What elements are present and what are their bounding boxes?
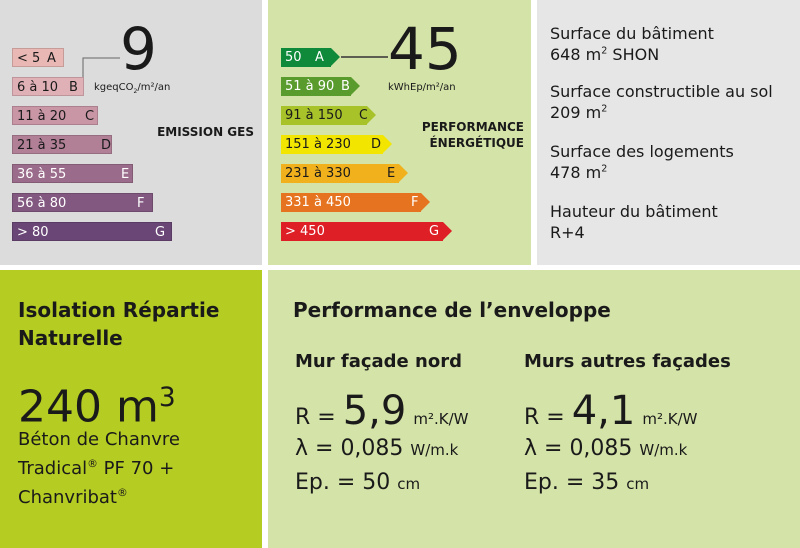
energy-bar-range: 331 à 450: [285, 195, 351, 210]
energy-bar-a: 50 A: [281, 48, 340, 67]
energy-bar-range: 51 à 90: [285, 79, 335, 94]
ges-bar-letter: E: [121, 167, 130, 182]
ges-bar-letter: D: [101, 138, 112, 153]
ges-bar-range: 11 à 20: [17, 109, 67, 124]
energy-bar-letter: E: [387, 166, 396, 181]
ges-bar-b: 6 à 10 B: [12, 77, 84, 96]
ges-bar-g: > 80 G: [12, 222, 172, 241]
ges-bar-letter: A: [47, 51, 56, 66]
energy-panel: [268, 0, 531, 265]
energy-bar-f: 331 à 450 F: [281, 193, 430, 212]
energy-bar-range: > 450: [285, 224, 325, 239]
info-label: Surface constructible au sol: [550, 82, 773, 101]
ges-bar-f: 56 à 80 F: [12, 193, 153, 212]
energy-bar-arrow: [383, 135, 392, 153]
energy-value: 45: [388, 15, 462, 83]
energy-bar-range: 50: [285, 50, 302, 65]
energy-bar-range: 151 à 230: [285, 137, 351, 152]
energy-bar-arrow: [351, 77, 360, 95]
envelope-r-value: R = 4,1 m².K/W: [524, 388, 698, 434]
ges-bar-letter: G: [155, 225, 166, 240]
envelope-panel: [268, 270, 800, 548]
ges-pointer-line: [82, 57, 120, 77]
isolation-volume: 240 m3: [18, 381, 176, 433]
energy-bar-letter: G: [429, 224, 440, 239]
ges-panel: [0, 0, 262, 265]
isolation-material: Béton de Chanvre Tradical® PF 70 + Chanv…: [18, 429, 180, 508]
ges-bar-range: 6 à 10: [17, 80, 59, 95]
envelope-title: Performance de l’enveloppe: [293, 298, 611, 322]
energy-bar-g: > 450 G: [281, 222, 452, 241]
info-value: 209 m2: [550, 103, 608, 122]
energy-pointer-line: [341, 56, 388, 58]
ges-value: 9: [120, 15, 157, 83]
energy-bar-c: 91 à 150 C: [281, 106, 376, 125]
envelope-thickness: Ep. = 50 cm: [295, 470, 421, 495]
ges-bar-range: 36 à 55: [17, 167, 67, 182]
energy-bar-arrow: [331, 48, 340, 66]
ges-unit: kgeqCO2/m²/an: [94, 82, 171, 95]
ges-label: EMISSION GES: [157, 125, 254, 139]
info-value: 478 m2: [550, 163, 608, 182]
ges-bar-d: 21 à 35 D: [12, 135, 112, 154]
energy-bar-letter: A: [315, 50, 324, 65]
ges-bar-range: 21 à 35: [17, 138, 67, 153]
envelope-column-heading: Mur façade nord: [295, 351, 462, 372]
energy-bar-arrow: [421, 193, 430, 211]
envelope-lambda: λ = 0,085 W/m.k: [295, 436, 459, 461]
isolation-panel: [0, 270, 262, 548]
envelope-lambda: λ = 0,085 W/m.k: [524, 436, 688, 461]
energy-bar-arrow: [443, 222, 452, 240]
ges-bar-e: 36 à 55 E: [12, 164, 133, 183]
info-label: Hauteur du bâtiment: [550, 202, 718, 221]
info-label: Surface des logements: [550, 142, 734, 161]
building-info-panel: [537, 0, 800, 265]
energy-bar-arrow: [367, 106, 376, 124]
ges-bar-c: 11 à 20 C: [12, 106, 98, 125]
isolation-title: Isolation Répartie Naturelle: [18, 298, 220, 350]
info-label: Surface du bâtiment: [550, 24, 714, 43]
energy-bar-range: 231 à 330: [285, 166, 351, 181]
energy-bar-letter: C: [359, 108, 369, 123]
envelope-r-value: R = 5,9 m².K/W: [295, 388, 469, 434]
envelope-thickness: Ep. = 35 cm: [524, 470, 650, 495]
envelope-column-heading: Murs autres façades: [524, 351, 731, 372]
energy-unit: kWhEp/m²/an: [388, 82, 456, 93]
energy-bar-range: 91 à 150: [285, 108, 343, 123]
energy-bar-e: 231 à 330 E: [281, 164, 408, 183]
ges-bar-range: 56 à 80: [17, 196, 67, 211]
energy-bar-letter: F: [411, 195, 419, 210]
ges-bar-range: < 5: [17, 51, 41, 66]
energy-bar-letter: B: [341, 79, 350, 94]
energy-bar-d: 151 à 230 D: [281, 135, 392, 154]
ges-bar-a: < 5 A: [12, 48, 64, 67]
ges-bar-letter: C: [85, 109, 95, 124]
energy-bar-arrow: [399, 164, 408, 182]
ges-bar-letter: F: [137, 196, 145, 211]
info-value: 648 m2 SHON: [550, 45, 660, 64]
energy-label: PERFORMANCE ÉNERGÉTIQUE: [421, 120, 524, 150]
info-value: R+4: [550, 223, 585, 242]
energy-bar-letter: D: [371, 137, 382, 152]
ges-bar-letter: B: [69, 80, 78, 95]
ges-bar-range: > 80: [17, 225, 49, 240]
energy-bar-b: 51 à 90 B: [281, 77, 360, 96]
